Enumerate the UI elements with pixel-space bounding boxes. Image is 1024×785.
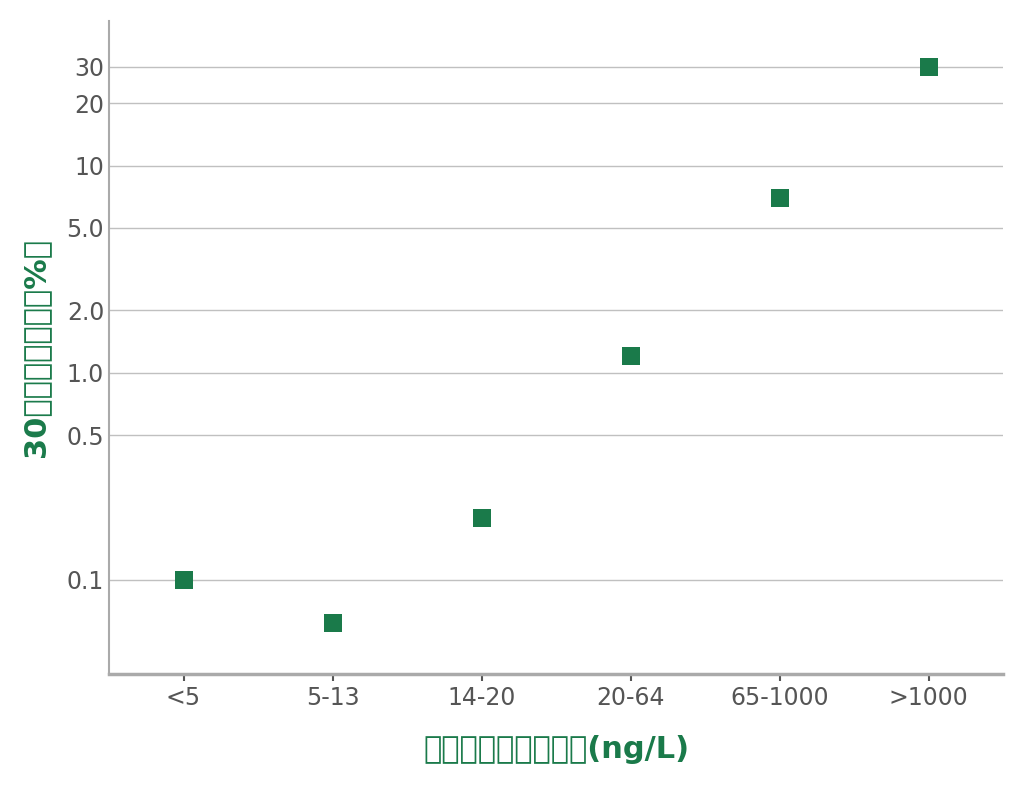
Point bbox=[771, 192, 787, 204]
Point bbox=[473, 511, 489, 524]
Point bbox=[325, 617, 341, 630]
X-axis label: トロポニンピーク値(ng/L): トロポニンピーク値(ng/L) bbox=[423, 736, 689, 764]
Point bbox=[921, 60, 937, 73]
Y-axis label: 30日間死亡確率（%）: 30日間死亡確率（%） bbox=[20, 238, 50, 457]
Point bbox=[623, 350, 639, 363]
Point bbox=[175, 574, 191, 586]
